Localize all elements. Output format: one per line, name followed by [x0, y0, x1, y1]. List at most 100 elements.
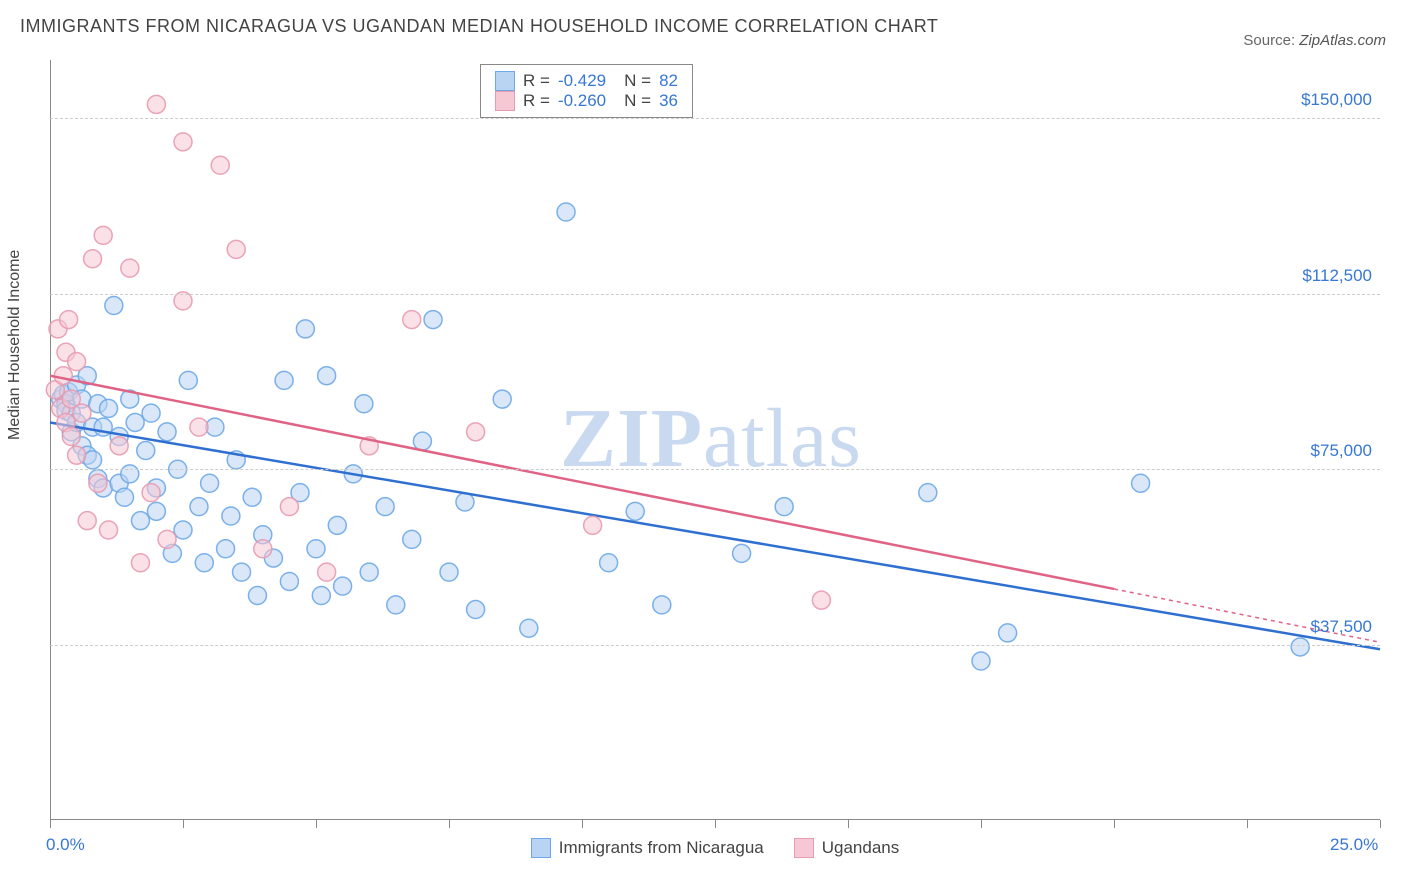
- data-point: [62, 427, 80, 445]
- x-tick: [981, 820, 982, 828]
- data-point: [318, 563, 336, 581]
- data-point: [174, 133, 192, 151]
- data-point: [73, 404, 91, 422]
- data-point: [557, 203, 575, 221]
- data-point: [1291, 638, 1309, 656]
- data-point: [424, 311, 442, 329]
- correlation-legend: R = -0.429N = 82R = -0.260N = 36: [480, 64, 693, 118]
- data-point: [227, 240, 245, 258]
- data-point: [584, 516, 602, 534]
- data-point: [456, 493, 474, 511]
- legend-swatch: [495, 71, 515, 91]
- data-point: [376, 498, 394, 516]
- data-point: [222, 507, 240, 525]
- data-point: [110, 437, 128, 455]
- data-point: [972, 652, 990, 670]
- data-point: [493, 390, 511, 408]
- data-point: [174, 521, 192, 539]
- legend-r-label: R =: [523, 91, 550, 111]
- data-point: [307, 540, 325, 558]
- data-point: [467, 423, 485, 441]
- data-point: [94, 226, 112, 244]
- x-tick: [848, 820, 849, 828]
- data-point: [440, 563, 458, 581]
- data-point: [334, 577, 352, 595]
- data-point: [520, 619, 538, 637]
- source-attribution: Source: ZipAtlas.com: [1243, 32, 1386, 49]
- legend-row: R = -0.260N = 36: [495, 91, 678, 111]
- data-point: [626, 502, 644, 520]
- data-point: [190, 418, 208, 436]
- x-tick-label: 25.0%: [1330, 835, 1378, 855]
- data-point: [318, 367, 336, 385]
- data-point: [147, 95, 165, 113]
- data-point: [100, 521, 118, 539]
- data-point: [195, 554, 213, 572]
- data-point: [78, 512, 96, 530]
- legend-row: R = -0.429N = 82: [495, 71, 678, 91]
- data-point: [68, 353, 86, 371]
- data-point: [158, 530, 176, 548]
- data-point: [280, 572, 298, 590]
- grid-line: [50, 294, 1380, 295]
- x-tick: [449, 820, 450, 828]
- data-point: [919, 484, 937, 502]
- data-point: [360, 563, 378, 581]
- x-tick: [1247, 820, 1248, 828]
- data-point: [243, 488, 261, 506]
- data-point: [179, 371, 197, 389]
- data-point: [190, 498, 208, 516]
- data-point: [142, 484, 160, 502]
- source-value: ZipAtlas.com: [1299, 32, 1386, 49]
- data-point: [387, 596, 405, 614]
- y-tick-label: $112,500: [1252, 266, 1372, 286]
- legend-n-value: 36: [659, 91, 678, 111]
- data-point: [84, 250, 102, 268]
- legend-r-value: -0.260: [558, 91, 606, 111]
- y-tick-label: $37,500: [1252, 617, 1372, 637]
- y-axis-label: Median Household Income: [6, 250, 24, 440]
- data-point: [121, 259, 139, 277]
- data-point: [653, 596, 671, 614]
- x-tick: [316, 820, 317, 828]
- data-point: [280, 498, 298, 516]
- data-point: [999, 624, 1017, 642]
- data-point: [84, 451, 102, 469]
- y-tick-label: $75,000: [1252, 441, 1372, 461]
- grid-line: [50, 645, 1380, 646]
- series-legend: Immigrants from Nicaragua Ugandans: [50, 838, 1380, 858]
- data-point: [254, 540, 272, 558]
- x-tick: [50, 820, 51, 828]
- data-point: [121, 465, 139, 483]
- x-tick: [582, 820, 583, 828]
- data-point: [403, 311, 421, 329]
- scatter-chart: ZIPatlas R = -0.429N = 82R = -0.260N = 3…: [50, 60, 1380, 820]
- data-point: [115, 488, 133, 506]
- data-point: [147, 502, 165, 520]
- data-point: [233, 563, 251, 581]
- data-point: [275, 371, 293, 389]
- chart-title: IMMIGRANTS FROM NICARAGUA VS UGANDAN MED…: [20, 16, 938, 37]
- data-point: [355, 395, 373, 413]
- y-tick-label: $150,000: [1252, 90, 1372, 110]
- data-point: [733, 544, 751, 562]
- source-label: Source:: [1243, 32, 1295, 49]
- x-tick: [715, 820, 716, 828]
- data-point: [403, 530, 421, 548]
- series-legend-item: Ugandans: [794, 838, 900, 858]
- data-point: [467, 601, 485, 619]
- series-legend-item: Immigrants from Nicaragua: [531, 838, 764, 858]
- series-name: Ugandans: [822, 838, 900, 858]
- legend-r-label: R =: [523, 71, 550, 91]
- data-point: [54, 367, 72, 385]
- grid-line: [50, 118, 1380, 119]
- data-point: [328, 516, 346, 534]
- data-point: [1132, 474, 1150, 492]
- data-point: [105, 297, 123, 315]
- data-point: [137, 442, 155, 460]
- data-point: [142, 404, 160, 422]
- data-point: [126, 413, 144, 431]
- x-tick-label: 0.0%: [46, 835, 85, 855]
- data-point: [100, 399, 118, 417]
- data-point: [248, 587, 266, 605]
